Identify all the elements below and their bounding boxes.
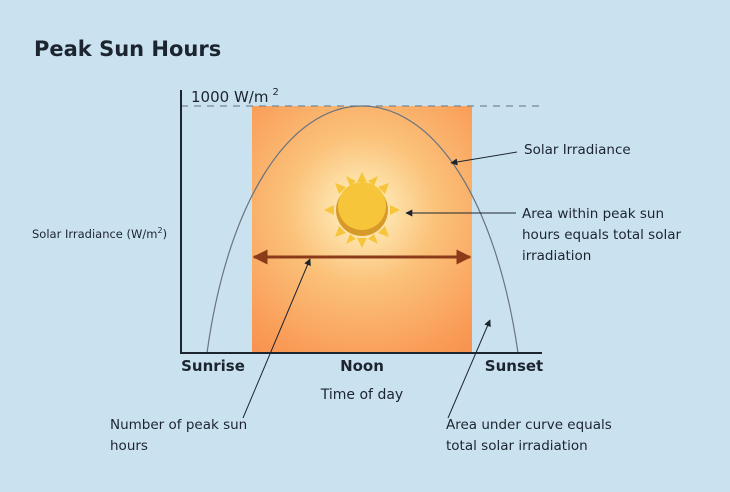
annotation: Area within peak sun (522, 206, 664, 222)
annotation: hours (110, 438, 148, 454)
y-label-text: Solar Irradiance (W/m (32, 227, 157, 241)
peak-label: 1000 W/m 2 (191, 87, 279, 106)
peak-label-sup: 2 (272, 87, 278, 98)
pointer (242, 258, 311, 419)
sun (324, 172, 400, 248)
title: Peak Sun Hours (34, 37, 221, 61)
y-label-sup: 2 (157, 226, 162, 235)
annotation: Solar Irradiance (524, 142, 631, 158)
y-label-suffix: ) (163, 227, 168, 241)
annotation: hours equals total solar (522, 227, 682, 243)
pointer (450, 151, 518, 166)
y-axis-label: Solar Irradiance (W/m2) (32, 226, 167, 241)
x-label: Sunset (485, 357, 543, 375)
x-label: Sunrise (181, 357, 245, 375)
annotation: Number of peak sun (110, 417, 247, 433)
peak-label-text: 1000 W/m (191, 88, 268, 106)
pointer (447, 319, 491, 419)
irradiance-curve (206, 105, 519, 354)
annotation: total solar irradiation (446, 438, 588, 454)
x-axis-title: Time of day (320, 387, 403, 403)
annotation: Area under curve equals (446, 417, 612, 433)
annotation: irradiation (522, 248, 591, 264)
x-label: Noon (340, 357, 384, 375)
